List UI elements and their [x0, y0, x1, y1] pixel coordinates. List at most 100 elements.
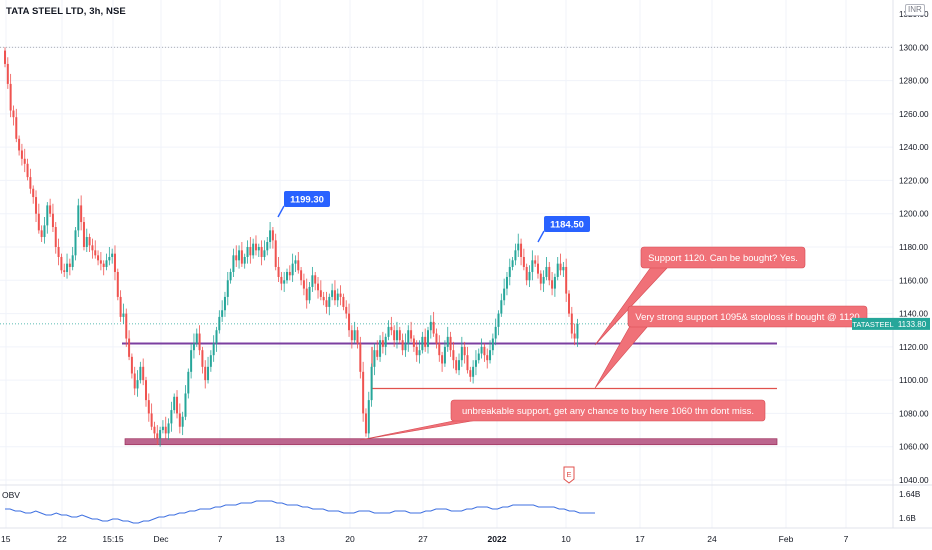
candle-body: [257, 247, 260, 251]
candle-body: [74, 230, 77, 256]
candle-body: [556, 263, 559, 277]
earnings-marker-text: E: [566, 470, 571, 479]
candle-body: [390, 326, 393, 331]
candle-body: [534, 260, 537, 264]
price-tick-label: 1080.00: [899, 409, 929, 418]
price-tick-label: 1100.00: [899, 376, 928, 385]
candle-body: [150, 413, 153, 427]
candle-body: [480, 346, 483, 354]
last-price-badge: [894, 317, 930, 330]
candle-body: [350, 330, 353, 341]
candle-body: [18, 138, 21, 151]
candle-body: [548, 266, 551, 281]
candle-body: [184, 393, 187, 417]
obv-tick-label: 1.6B: [899, 514, 916, 523]
candle-body: [491, 338, 494, 351]
candle-body: [181, 416, 184, 427]
candle-body: [407, 330, 410, 344]
candle-body: [266, 242, 269, 251]
candle-body: [99, 260, 102, 264]
candle-body: [269, 230, 272, 243]
candle-body: [243, 256, 246, 264]
candle-body: [32, 188, 35, 198]
candle-body: [367, 400, 370, 434]
time-tick-label: 22: [57, 534, 67, 544]
callouts: 1199.30 1184.50 Support 1120. Can be bough…: [277, 191, 930, 484]
symbol-title: TATA STEEL LTD, 3h, NSE: [6, 6, 126, 17]
candle-body: [418, 350, 421, 356]
candle-body: [215, 330, 218, 344]
obv-line: [5, 500, 595, 524]
candle-body: [105, 260, 108, 267]
candle-body: [6, 63, 9, 84]
candle-body: [483, 346, 486, 356]
candle-body: [122, 313, 125, 317]
candle-body: [223, 296, 226, 311]
candle-body: [207, 366, 210, 381]
candle-body: [460, 346, 463, 361]
candle-body: [246, 247, 249, 257]
candle-body: [60, 256, 63, 271]
candle-body: [477, 353, 480, 361]
candle-body: [508, 266, 511, 277]
candle-body: [319, 290, 322, 297]
candle-body: [379, 340, 382, 357]
candle-body: [212, 343, 215, 356]
candle-body: [297, 260, 300, 271]
candle-body: [46, 205, 49, 226]
currency-badge[interactable]: INR: [905, 4, 925, 16]
candle-body: [302, 280, 305, 289]
candle-body: [339, 293, 342, 297]
candle-body: [505, 276, 508, 289]
candle-body: [455, 360, 458, 371]
time-tick-label: 7: [218, 534, 223, 544]
time-tick-label: 17: [635, 534, 645, 544]
candle-body: [317, 283, 320, 291]
candle-body: [373, 350, 376, 367]
candle-body: [517, 243, 520, 251]
high-label-box: [544, 216, 590, 232]
callout-text: Very strong support 1095& stoploss if bo…: [635, 312, 859, 323]
price-tick-label: 1140.00: [899, 310, 928, 319]
candle-body: [489, 350, 492, 361]
candle-body: [176, 396, 179, 414]
time-tick-label: 7: [844, 534, 849, 544]
candle-body: [311, 275, 314, 287]
symbol-badge-text: TATASTEEL: [852, 320, 893, 329]
support-band-border: [124, 438, 778, 446]
candle-body: [348, 313, 351, 331]
candle-body: [401, 340, 404, 351]
candle-body: [130, 356, 133, 374]
candle-body: [474, 360, 477, 367]
candle-body: [221, 310, 224, 317]
candle-body: [562, 266, 565, 271]
high-label-text: 1199.30: [290, 195, 324, 206]
candle-body: [364, 413, 367, 434]
candle-body: [429, 321, 432, 331]
candle-body: [192, 343, 195, 351]
candle-body: [500, 300, 503, 314]
candle-body: [325, 300, 328, 307]
candle-body: [178, 413, 181, 427]
candle-body: [294, 260, 297, 264]
candle-body: [77, 205, 80, 231]
candle-body: [393, 330, 396, 341]
candle-body: [435, 333, 438, 344]
candle-body: [91, 245, 94, 251]
candle-body: [111, 253, 114, 257]
candle-body: [15, 117, 18, 139]
candle-body: [51, 213, 54, 228]
candle-body: [410, 330, 413, 339]
time-tick-label: 13: [275, 534, 285, 544]
candle-body: [271, 230, 274, 241]
candle-body: [353, 330, 356, 341]
candle-body: [82, 222, 85, 247]
price-tick-label: 1200.00: [899, 210, 929, 219]
candle-body: [536, 263, 539, 274]
time-tick-label: 2022: [488, 534, 507, 544]
candle-body: [232, 255, 235, 272]
price-tick-label: 1180.00: [899, 243, 928, 252]
candle-body: [170, 410, 173, 424]
candle-body: [20, 150, 23, 159]
